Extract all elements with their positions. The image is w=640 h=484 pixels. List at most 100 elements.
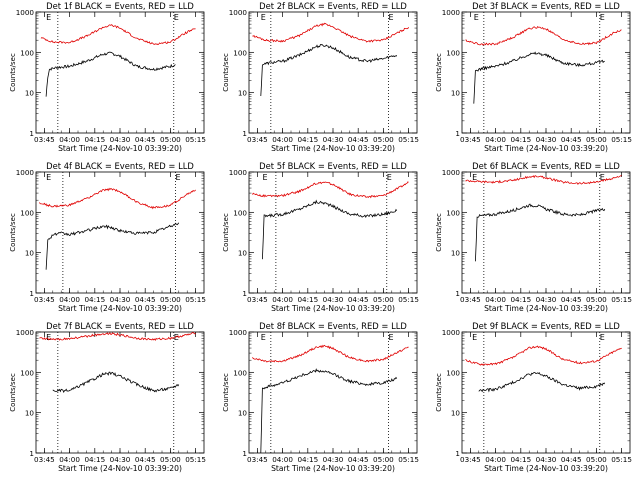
events-series-line	[475, 203, 606, 262]
x-tick-label: 04:45	[348, 135, 369, 144]
x-axis-label: Start Time (24-Nov-10 03:39:20)	[271, 144, 395, 153]
x-tick-label: 05:15	[185, 455, 206, 464]
x-axis-label: Start Time (24-Nov-10 03:39:20)	[484, 144, 608, 153]
x-tick-label: 04:30	[323, 295, 344, 304]
y-axis-label: Counts/sec	[222, 53, 230, 92]
y-tick-label: 10	[238, 409, 248, 418]
lld-series-line	[465, 175, 622, 185]
x-tick-label: 04:15	[510, 135, 531, 144]
y-tick-label: 1	[29, 289, 34, 298]
lld-series-line	[252, 344, 409, 363]
x-tick-label: 03:45	[34, 295, 55, 304]
event-marker-label: E	[388, 13, 393, 22]
chart-title: Det 7f BLACK = Events, RED = LLD	[46, 321, 194, 331]
x-tick-label: 04:15	[297, 135, 318, 144]
detector-panel-7: Det 7f BLACK = Events, RED = LLD 1 10 100 10…	[0, 320, 213, 484]
x-tick-label: 03:45	[460, 135, 481, 144]
x-tick-label: 05:15	[398, 295, 419, 304]
events-series-line	[260, 44, 398, 97]
y-tick-label: 1000	[442, 8, 461, 17]
y-tick-label: 1000	[229, 328, 248, 337]
chart-title: Det 2f BLACK = Events, RED = LLD	[259, 1, 407, 11]
y-tick-label: 1000	[442, 168, 461, 177]
y-tick-label: 10	[451, 409, 461, 418]
x-tick-label: 05:00	[373, 135, 394, 144]
detector-chart-8: Det 8f BLACK = Events, RED = LLD 1 10 100 10…	[222, 321, 419, 473]
x-tick-label: 04:30	[110, 455, 131, 464]
event-marker-label: E	[174, 13, 179, 22]
x-tick-label: 05:00	[160, 135, 181, 144]
lld-series-line	[252, 22, 409, 43]
plot-frame	[248, 11, 418, 134]
x-tick-label: 04:00	[59, 295, 80, 304]
x-axis-label: Start Time (24-Nov-10 03:39:20)	[271, 464, 395, 473]
x-tick-label: 04:45	[348, 295, 369, 304]
y-tick-label: 1	[455, 129, 460, 138]
y-tick-label: 1	[29, 449, 34, 458]
y-tick-label: 100	[20, 368, 34, 377]
y-tick-label: 1	[29, 129, 34, 138]
y-tick-label: 10	[25, 409, 35, 418]
chart-title: Det 5f BLACK = Events, RED = LLD	[259, 161, 407, 171]
x-tick-label: 04:45	[561, 295, 582, 304]
x-tick-label: 04:00	[272, 455, 293, 464]
x-tick-label: 04:00	[59, 455, 80, 464]
x-tick-label: 04:45	[561, 135, 582, 144]
events-series-line	[52, 371, 180, 394]
y-tick-label: 100	[446, 368, 460, 377]
plot-frame	[461, 171, 631, 294]
y-tick-label: 100	[233, 368, 247, 377]
plot-frame	[461, 11, 631, 134]
x-tick-label: 04:15	[84, 295, 105, 304]
detector-panel-1: Det 1f BLACK = Events, RED = LLD 1 10 100 10…	[0, 0, 213, 164]
x-axis-label: Start Time (24-Nov-10 03:39:20)	[58, 144, 182, 153]
x-tick-label: 04:45	[135, 455, 156, 464]
x-tick-label: 03:45	[34, 135, 55, 144]
plot-frame	[461, 331, 631, 454]
lld-series-line	[39, 331, 196, 341]
chart-title: Det 1f BLACK = Events, RED = LLD	[46, 1, 194, 11]
y-tick-label: 100	[446, 48, 460, 57]
events-series-line	[260, 368, 398, 454]
detector-panel-5: Det 5f BLACK = Events, RED = LLD 1 10 100 10…	[213, 160, 426, 324]
x-tick-label: 04:30	[536, 455, 557, 464]
x-tick-label: 04:00	[272, 295, 293, 304]
detector-chart-9: Det 9f BLACK = Events, RED = LLD 1 10 100 10…	[435, 321, 632, 473]
y-axis-label: Counts/sec	[222, 373, 230, 412]
x-tick-label: 04:15	[84, 135, 105, 144]
x-tick-label: 04:00	[485, 135, 506, 144]
event-marker-label: E	[46, 173, 51, 182]
y-tick-label: 1	[242, 449, 247, 458]
x-tick-label: 04:30	[536, 135, 557, 144]
detector-chart-2: Det 2f BLACK = Events, RED = LLD 1 10 100 10…	[222, 1, 419, 153]
x-tick-label: 05:15	[185, 135, 206, 144]
event-marker-label: E	[388, 333, 393, 342]
x-tick-label: 05:00	[586, 455, 607, 464]
x-tick-label: 04:30	[110, 295, 131, 304]
x-axis-label: Start Time (24-Nov-10 03:39:20)	[58, 304, 182, 313]
events-series-line	[473, 51, 605, 104]
y-tick-label: 1	[242, 289, 247, 298]
event-marker-label: E	[261, 333, 266, 342]
y-axis-label: Counts/sec	[222, 213, 230, 252]
detector-panel-8: Det 8f BLACK = Events, RED = LLD 1 10 100 10…	[213, 320, 426, 484]
x-tick-label: 04:45	[135, 135, 156, 144]
y-tick-label: 10	[238, 249, 248, 258]
x-tick-label: 05:15	[611, 135, 632, 144]
lld-series-line	[465, 345, 622, 366]
events-series-line	[45, 222, 180, 270]
y-tick-label: 1000	[229, 168, 248, 177]
x-axis-label: Start Time (24-Nov-10 03:39:20)	[484, 464, 608, 473]
x-tick-label: 04:15	[297, 295, 318, 304]
x-tick-label: 05:00	[160, 295, 181, 304]
x-tick-label: 04:15	[297, 455, 318, 464]
chart-title: Det 6f BLACK = Events, RED = LLD	[472, 161, 620, 171]
y-tick-label: 100	[233, 48, 247, 57]
y-tick-label: 10	[451, 249, 461, 258]
y-tick-label: 100	[233, 208, 247, 217]
y-axis-label: Counts/sec	[435, 213, 443, 252]
event-marker-label: E	[261, 13, 266, 22]
x-tick-label: 03:45	[34, 455, 55, 464]
y-tick-label: 100	[446, 208, 460, 217]
chart-title: Det 8f BLACK = Events, RED = LLD	[259, 321, 407, 331]
